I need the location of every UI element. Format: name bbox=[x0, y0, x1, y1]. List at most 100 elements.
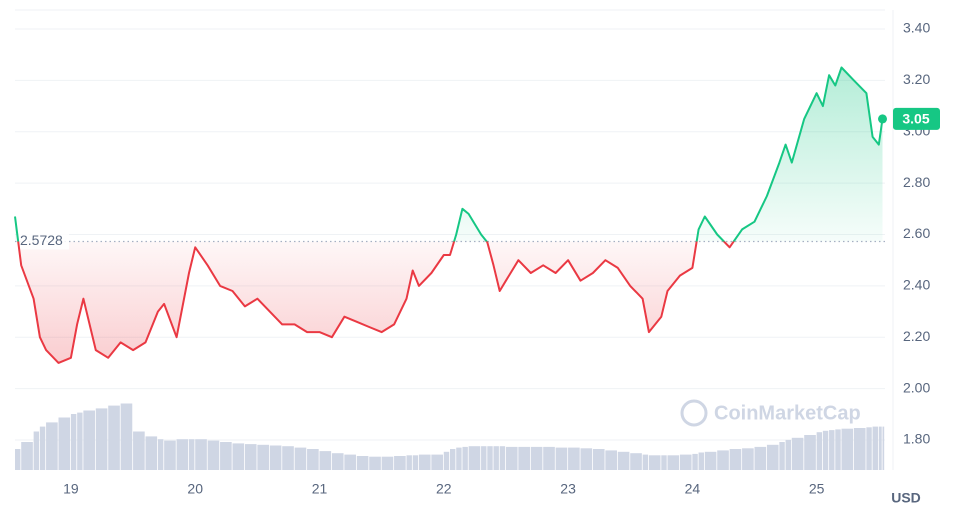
volume-bar bbox=[872, 426, 878, 470]
currency: USD bbox=[891, 490, 921, 506]
price-line bbox=[14, 66, 884, 364]
volume-bar bbox=[754, 446, 767, 470]
x-tick-label: 20 bbox=[187, 481, 203, 497]
y-tick-label: 3.20 bbox=[903, 71, 930, 87]
volume-bar bbox=[431, 454, 443, 470]
volume-bar bbox=[841, 428, 854, 470]
x-tick-label: 19 bbox=[63, 481, 79, 497]
volume-bar bbox=[829, 430, 835, 470]
volume-bar bbox=[462, 446, 468, 470]
y-tick-label: 2.00 bbox=[903, 379, 930, 395]
volume-bar bbox=[779, 442, 785, 470]
volume-bar bbox=[530, 446, 543, 470]
volume-bar bbox=[58, 417, 71, 470]
volume-bar bbox=[46, 422, 58, 470]
volume-bar bbox=[468, 446, 481, 470]
volume-bar bbox=[717, 450, 729, 470]
volume-bar bbox=[157, 439, 164, 470]
current-value: 3.05 bbox=[902, 111, 929, 127]
watermark-logo bbox=[680, 399, 708, 427]
volume-bar bbox=[804, 435, 816, 470]
volume-bar bbox=[83, 410, 95, 470]
y-tick-label: 2.20 bbox=[903, 328, 930, 344]
volume-bar bbox=[518, 446, 530, 470]
volume-bar bbox=[816, 432, 823, 470]
volume-bar bbox=[418, 454, 431, 470]
x-tick-label: 23 bbox=[560, 481, 576, 497]
volume-bar bbox=[33, 431, 40, 470]
volume-bar bbox=[450, 449, 456, 470]
volume-bar bbox=[487, 446, 493, 470]
volume-bar bbox=[344, 454, 356, 470]
volume-bar bbox=[679, 454, 692, 470]
volume-bar bbox=[766, 444, 779, 470]
volume-bar bbox=[195, 439, 207, 470]
volume-bar bbox=[493, 446, 499, 470]
volume-bar bbox=[244, 444, 257, 470]
volume-bar bbox=[729, 449, 742, 470]
x-tick-label: 21 bbox=[312, 481, 328, 497]
volume-bar bbox=[21, 442, 33, 470]
volume-bar bbox=[443, 451, 450, 470]
volume-bar bbox=[661, 455, 667, 470]
volume-bar bbox=[568, 447, 580, 470]
volume-bar bbox=[15, 449, 21, 470]
volume-bar bbox=[39, 426, 46, 470]
baseline-label: 2.5728 bbox=[20, 232, 63, 248]
volume-bar bbox=[145, 436, 158, 470]
volume-bar bbox=[70, 414, 77, 470]
volume-bar bbox=[381, 456, 394, 470]
x-tick-label: 24 bbox=[685, 481, 701, 497]
volume-bar bbox=[704, 451, 717, 470]
volume-bar bbox=[642, 454, 649, 470]
volume-bar bbox=[505, 446, 518, 470]
volume-bar bbox=[412, 455, 419, 470]
volume-bar bbox=[866, 427, 872, 470]
volume-bar bbox=[257, 444, 269, 470]
volume-bar bbox=[481, 446, 487, 470]
volume-bar bbox=[822, 430, 829, 470]
volume-bar bbox=[456, 447, 462, 470]
y-tick-label: 2.60 bbox=[903, 225, 930, 241]
volume-bar bbox=[692, 453, 698, 470]
volume-bar bbox=[499, 446, 506, 470]
volume-bar bbox=[133, 431, 145, 470]
volume-bar bbox=[269, 445, 282, 470]
current-badge bbox=[893, 107, 940, 130]
volume-bar bbox=[220, 442, 232, 470]
volume-bar bbox=[592, 449, 605, 470]
volume-bar bbox=[331, 453, 344, 470]
volume-bar bbox=[555, 447, 568, 470]
volume-bar bbox=[294, 447, 307, 470]
volume-bar bbox=[176, 439, 189, 470]
volume-bar bbox=[742, 448, 754, 470]
volume-bar bbox=[77, 412, 83, 470]
y-tick-label: 2.80 bbox=[903, 174, 930, 190]
volume-bar bbox=[630, 453, 642, 470]
volume-bar bbox=[164, 440, 176, 470]
volume-bar bbox=[882, 426, 885, 470]
volume-bar bbox=[878, 426, 882, 470]
volume-bar bbox=[207, 440, 220, 470]
volume-bar bbox=[543, 446, 555, 470]
volume-bar bbox=[698, 452, 704, 470]
volume-bar bbox=[667, 455, 680, 470]
volume-bar bbox=[356, 456, 369, 470]
volume-bar bbox=[282, 446, 294, 470]
volume-bar bbox=[319, 451, 332, 470]
volume-bar bbox=[580, 448, 593, 470]
volume-bar bbox=[648, 455, 661, 470]
volume-bar bbox=[232, 443, 245, 470]
y-tick-label: 3.40 bbox=[903, 20, 930, 36]
area bbox=[15, 67, 883, 363]
volume-bar bbox=[189, 439, 195, 470]
volume-bar bbox=[791, 437, 804, 470]
volume-bar bbox=[108, 405, 120, 470]
volume-bar bbox=[120, 403, 133, 470]
volume-bar bbox=[406, 455, 412, 470]
volume-bar bbox=[605, 450, 617, 470]
watermark: CoinMarketCap bbox=[714, 402, 861, 424]
volume-bar bbox=[853, 428, 866, 470]
